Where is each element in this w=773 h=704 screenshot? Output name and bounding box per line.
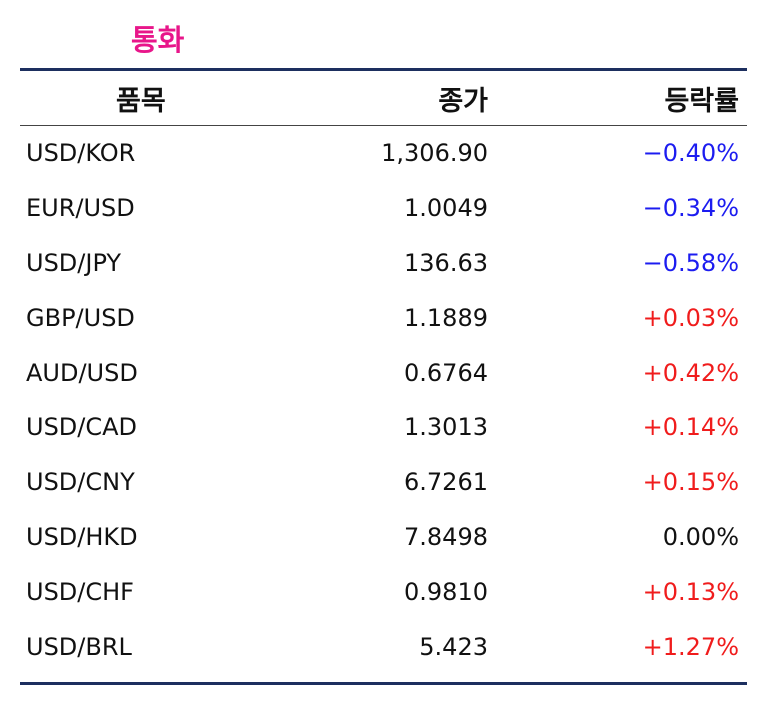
- cell-item: USD/CHF: [26, 577, 134, 606]
- header-close: 종가: [438, 85, 488, 117]
- cell-item: USD/BRL: [26, 632, 132, 661]
- cell-close: 1.3013: [404, 413, 488, 442]
- cell-item: GBP/USD: [26, 303, 135, 332]
- table-row: USD/HKD 7.8498 0.00%: [20, 510, 747, 565]
- table-top-rule: [20, 68, 747, 71]
- cell-close: 136.63: [404, 248, 488, 277]
- table-row: USD/KOR 1,306.90 −0.40%: [20, 126, 747, 181]
- currency-table: 품목 종가 등락률 USD/KOR 1,306.90 −0.40% EUR/US…: [20, 68, 747, 685]
- cell-close: 0.9810: [404, 577, 488, 606]
- table-row: AUD/USD 0.6764 +0.42%: [20, 345, 747, 400]
- cell-change: +0.42%: [642, 358, 739, 387]
- table-row: USD/CAD 1.3013 +0.14%: [20, 400, 747, 455]
- cell-item: USD/CNY: [26, 468, 135, 497]
- cell-change: +0.14%: [642, 413, 739, 442]
- cell-close: 5.423: [419, 632, 488, 661]
- page-title: 통화: [131, 23, 185, 57]
- cell-close: 7.8498: [404, 522, 488, 551]
- cell-close: 6.7261: [404, 468, 488, 497]
- cell-change: −0.40%: [642, 139, 739, 168]
- cell-item: USD/JPY: [26, 248, 122, 277]
- table-row: EUR/USD 1.0049 −0.34%: [20, 181, 747, 236]
- header-change: 등락률: [664, 85, 739, 117]
- table-row: GBP/USD 1.1889 +0.03%: [20, 290, 747, 345]
- cell-item: USD/HKD: [26, 522, 138, 551]
- header-item: 품목: [116, 85, 166, 117]
- table-row: USD/CHF 0.9810 +0.13%: [20, 564, 747, 619]
- table-header: 품목 종가 등락률: [20, 71, 747, 126]
- cell-close: 1.0049: [404, 194, 488, 223]
- cell-change: +0.13%: [642, 577, 739, 606]
- cell-item: AUD/USD: [26, 358, 138, 387]
- cell-change: +0.03%: [642, 303, 739, 332]
- cell-change: +1.27%: [642, 632, 739, 661]
- cell-item: EUR/USD: [26, 194, 135, 223]
- cell-item: USD/KOR: [26, 139, 136, 168]
- cell-close: 1,306.90: [381, 139, 488, 168]
- cell-change: 0.00%: [662, 522, 739, 551]
- cell-change: −0.58%: [642, 248, 739, 277]
- table-bottom-rule: [20, 681, 747, 685]
- cell-close: 0.6764: [404, 358, 488, 387]
- cell-item: USD/CAD: [26, 413, 138, 442]
- cell-close: 1.1889: [404, 303, 488, 332]
- table-row: USD/JPY 136.63 −0.58%: [20, 236, 747, 291]
- cell-change: −0.34%: [642, 194, 739, 223]
- table-row: USD/BRL 5.423 +1.27%: [20, 619, 747, 674]
- cell-change: +0.15%: [642, 468, 739, 497]
- table-row: USD/CNY 6.7261 +0.15%: [20, 455, 747, 510]
